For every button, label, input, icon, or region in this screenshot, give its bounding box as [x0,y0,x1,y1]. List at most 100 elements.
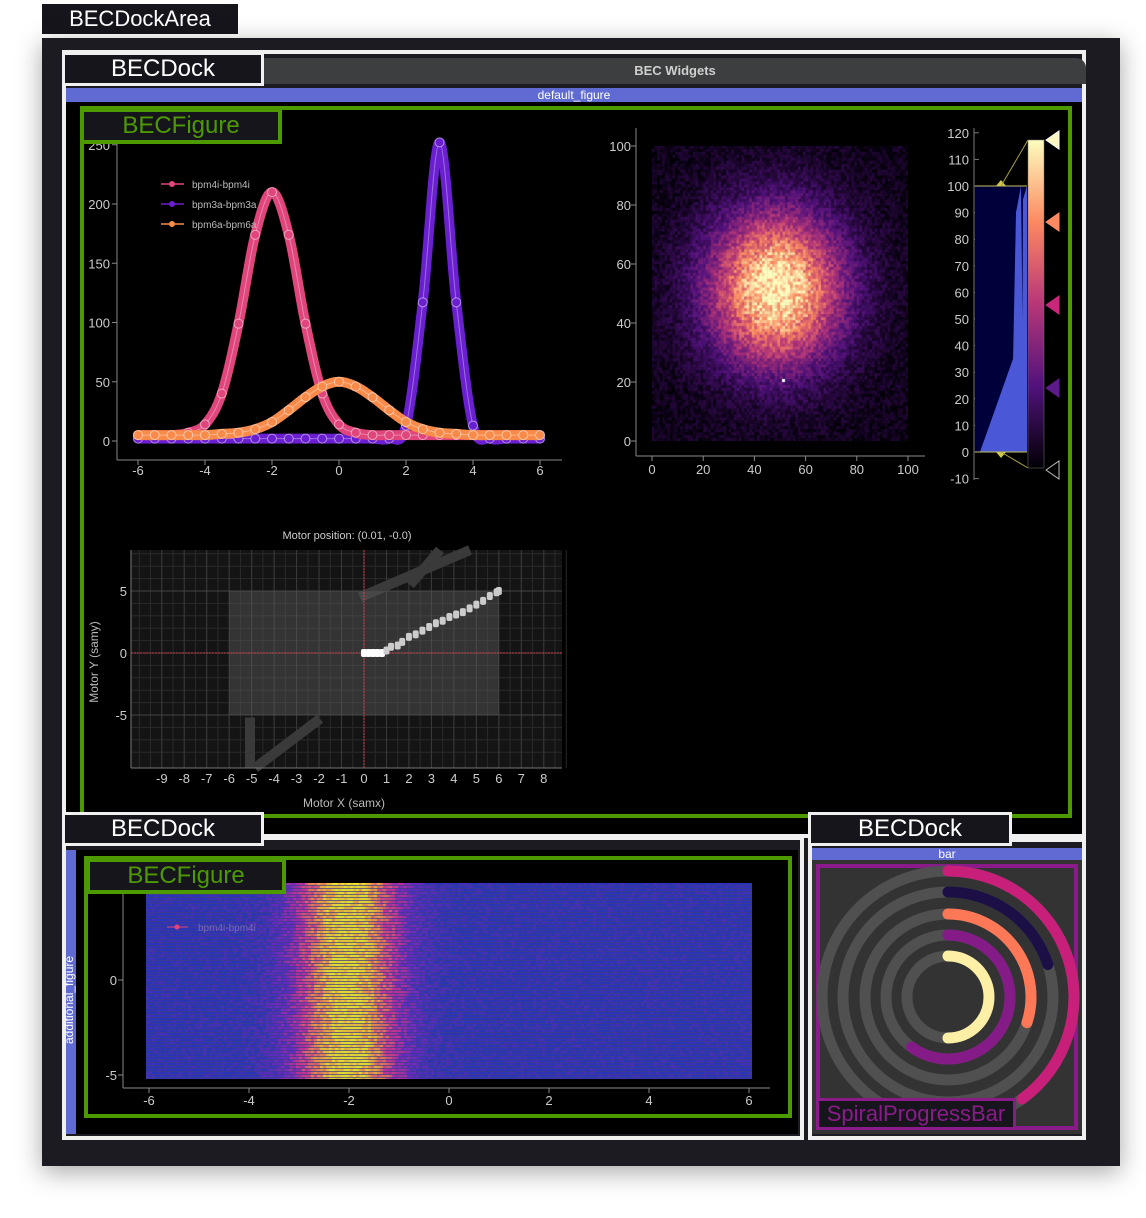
data-point [216,428,227,439]
legend-marker [169,221,175,227]
colorbar-tick-label: 20 [955,392,969,407]
x-tick-label: 100 [897,462,919,477]
data-point [384,430,395,441]
motor-map-xlabel: Motor X (samx) [303,796,385,810]
data-point [300,318,311,329]
plot-background [131,550,562,768]
data-point [317,433,328,444]
data-point [417,424,428,435]
x-tick-label: 1 [383,771,390,786]
motor-position-point [412,630,419,639]
color-scatter-plot: -6 -4 -2 0 2 4 6 0 -5 bpm4i-bpm4i [105,893,770,1108]
x-tick-label: -2 [343,1093,355,1108]
x-tick-label: 2 [402,463,409,478]
colorbar-tick-label: 40 [955,339,969,354]
data-point [233,318,244,329]
data-point [484,430,495,441]
motor-position-point [426,622,433,631]
x-tick-label: 8 [540,771,547,786]
colorbar-tick-label: 90 [955,206,969,221]
motor-position-point [473,600,480,609]
bottom-right-dock-label: BECDock [808,812,1012,846]
motor-map-ylabel: Motor Y (samy) [87,621,101,703]
x-tick-label: 6 [495,771,502,786]
data-point [250,229,261,240]
data-point [200,430,210,441]
data-point [283,433,294,444]
x-tick-label: -2 [313,771,325,786]
ring-progress-0 [942,865,1080,1105]
data-point [434,427,445,438]
y-tick-label: 0 [110,973,117,988]
colorbar-tick-label: 30 [955,365,969,380]
gradient-tick-handle-icon [1045,212,1060,232]
x-tick-label: 60 [798,462,812,477]
x-tick-label: -7 [201,771,213,786]
bottom-left-dock-label: BECDock [62,812,264,846]
colorbar-tick-label: 10 [955,418,969,433]
motor-position-point [486,591,493,600]
bar-name-bar[interactable]: bar [812,848,1082,860]
motor-position-point [453,610,460,619]
ring-progress-3 [906,929,1016,1065]
figure-name-bar[interactable]: default_figure [66,88,1082,102]
data-point [334,419,344,430]
x-tick-label: 4 [645,1093,652,1108]
data-point [468,430,478,441]
additional-figure-bar[interactable] [66,850,76,1134]
data-point [233,427,244,438]
data-point [166,430,177,441]
data-point [183,430,194,441]
x-tick-label: 40 [747,462,761,477]
motor-position-point [480,596,487,605]
motor-position-point [446,613,453,622]
x-tick-label: -5 [246,771,258,786]
data-point [200,419,210,430]
level-max-handle-icon [996,180,1006,186]
motor-map-title: Motor position: (0.01, -0.0) [282,530,411,542]
motor-position-point [419,626,426,635]
gradient-tick-handle-icon [1045,295,1060,315]
data-point [367,392,378,403]
data-point [216,388,227,399]
bottom-left-dock [62,836,804,1140]
y-tick-label: 150 [88,256,110,271]
colorbar-tick-label: 70 [955,259,969,274]
top-dock-title-bar[interactable]: BEC Widgets [264,58,1086,84]
x-tick-label: -4 [243,1093,255,1108]
data-point [250,424,261,435]
motor-position-point [405,632,412,641]
color-scatter-points [146,883,752,1079]
colorbar-tick-label: 80 [955,232,969,247]
data-point [451,297,462,308]
spiral-progress-bar[interactable] [816,865,1080,1129]
dock-area-label: BECDockArea [42,4,238,34]
x-tick-label: 7 [518,771,525,786]
colorbar-tick-label: 50 [955,312,969,327]
y-tick-label: 100 [88,316,110,331]
motor-position-point [459,608,466,617]
x-tick-label: 20 [696,462,710,477]
data-point [384,405,395,416]
y-tick-label: 0 [103,434,110,449]
data-point [267,433,277,444]
y-tick-label: 200 [88,197,110,212]
y-tick-label: -5 [115,708,127,723]
data-point [267,187,277,198]
data-point [434,137,445,148]
data-point [535,430,545,441]
colorbar-tick-label: 110 [948,152,969,167]
motor-position-point [432,619,439,628]
y-tick-label: 60 [617,257,631,272]
ring-progress-4 [942,950,995,1044]
legend-marker [169,201,175,207]
x-tick-label: -3 [291,771,303,786]
y-tick-label: 40 [617,316,631,331]
data-point [317,381,328,392]
y-tick-label: 100 [609,139,631,154]
data-point [401,417,411,428]
legend-label: bpm6a-bpm6a [192,220,257,231]
data-point [300,392,311,403]
